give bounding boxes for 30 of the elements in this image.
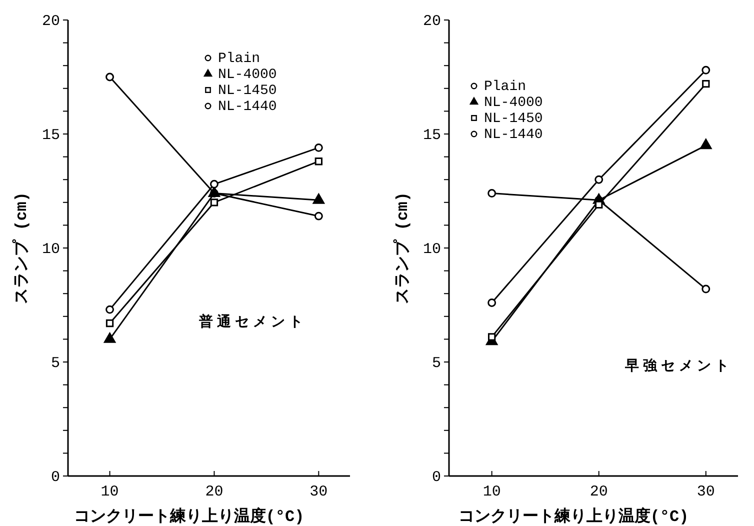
y-tick-label: 15	[42, 126, 60, 144]
y-tick-label: 5	[50, 354, 60, 372]
x-tick-label: 20	[205, 484, 224, 501]
y-tick-label: 10	[42, 240, 60, 258]
x-tick-label: 20	[590, 484, 608, 501]
annotation: 普通セメント	[198, 313, 307, 331]
y-tick-label: 15	[422, 126, 441, 144]
x-tick-label: 10	[482, 484, 501, 501]
x-tick-label: 30	[310, 484, 328, 501]
x-tick-label: 10	[100, 484, 119, 501]
x-axis-title: コンクリート練り上り温度(°C)	[74, 506, 304, 526]
x-axis-title: コンクリート練り上り温度(°C)	[458, 506, 689, 526]
annotation: 早強セメント	[624, 358, 733, 375]
legend-label: NL-1450	[484, 111, 543, 127]
legend-label: NL-1440	[218, 99, 277, 115]
y-tick-label: 10	[422, 240, 441, 258]
y-tick-label: 20	[422, 12, 441, 30]
y-tick-label: 0	[50, 468, 60, 486]
legend-label: NL-4000	[484, 95, 543, 111]
x-tick-label: 30	[696, 484, 715, 501]
y-tick-label: 5	[432, 354, 441, 372]
y-tick-label: 0	[432, 468, 441, 486]
y-axis-title: スランプ (cm)	[12, 192, 31, 304]
y-axis-title: スランプ (cm)	[393, 192, 412, 304]
legend-label: NL-1450	[218, 83, 277, 99]
legend-label: NL-4000	[218, 67, 277, 83]
legend-label: Plain	[484, 79, 526, 95]
y-tick-label: 20	[42, 12, 60, 30]
legend-label: Plain	[218, 51, 260, 67]
legend-label: NL-1440	[484, 127, 543, 143]
